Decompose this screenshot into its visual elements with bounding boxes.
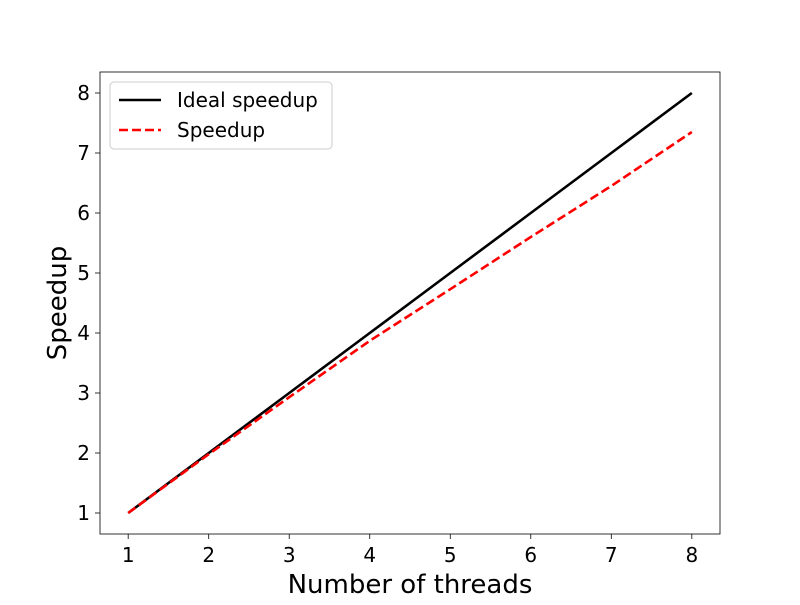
- y-axis-label: Speedup: [43, 246, 73, 361]
- legend-label: Speedup: [177, 118, 265, 142]
- x-tick-label: 1: [122, 543, 135, 567]
- y-tick-label: 8: [77, 81, 90, 105]
- x-tick-label: 6: [524, 543, 537, 567]
- y-tick-label: 5: [77, 261, 90, 285]
- y-tick-label: 3: [77, 381, 90, 405]
- y-tick-label: 6: [77, 201, 90, 225]
- x-tick-label: 3: [283, 543, 296, 567]
- y-tick-label: 1: [77, 501, 90, 525]
- y-tick-label: 2: [77, 441, 90, 465]
- legend: Ideal speedup Speedup: [110, 82, 332, 149]
- y-tick-label: 4: [77, 321, 90, 345]
- x-tick-label: 7: [605, 543, 618, 567]
- x-axis-label: Number of threads: [288, 570, 533, 600]
- x-tick-label: 8: [685, 543, 698, 567]
- x-tick-label: 2: [202, 543, 215, 567]
- x-tick-label: 5: [444, 543, 457, 567]
- legend-label: Ideal speedup: [177, 88, 318, 112]
- y-tick-label: 7: [77, 141, 90, 165]
- x-tick-label: 4: [363, 543, 376, 567]
